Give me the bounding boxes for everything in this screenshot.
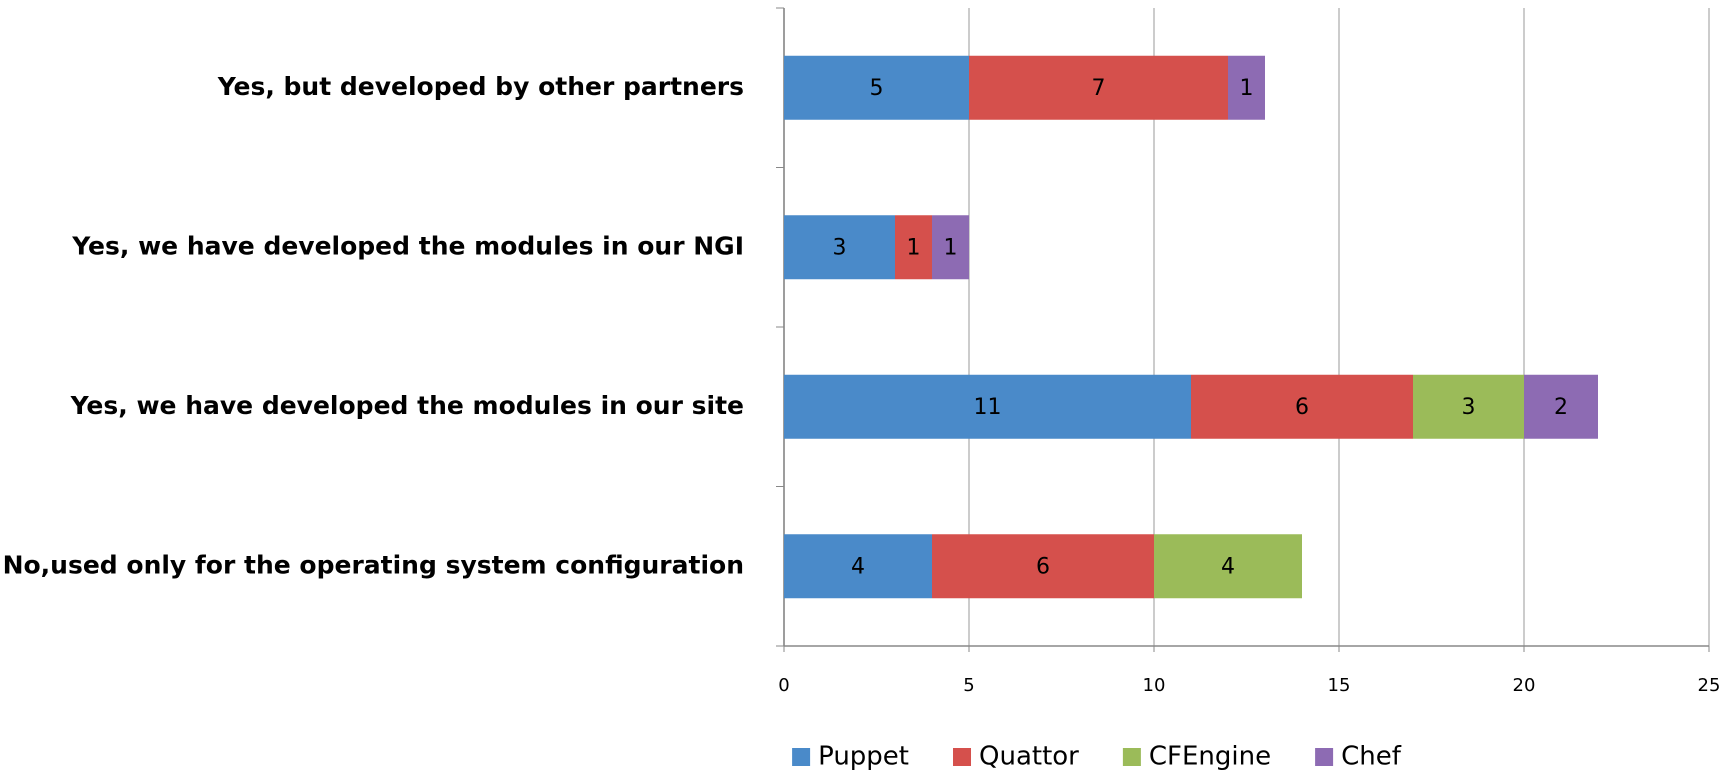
data-label: 4	[851, 554, 865, 579]
bar-segment	[932, 534, 1154, 599]
data-label: 6	[1036, 554, 1050, 579]
x-tick-label: 5	[963, 675, 974, 696]
data-label: 3	[833, 235, 847, 260]
x-tick-label: 20	[1513, 675, 1536, 696]
bar-segment	[1191, 374, 1413, 439]
data-label: 4	[1221, 554, 1235, 579]
bar-segment	[784, 374, 1191, 439]
data-label: 3	[1462, 395, 1476, 420]
y-tick-label: Yes, we have developed the modules in ou…	[70, 391, 744, 420]
x-tick-label: 15	[1328, 675, 1351, 696]
bar-segment	[895, 215, 932, 280]
bar-segment	[1524, 374, 1598, 439]
data-label: 2	[1554, 395, 1568, 420]
legend-label: CFEngine	[1149, 742, 1271, 772]
bar-segment	[784, 55, 969, 120]
legend-swatch	[792, 748, 811, 766]
x-tick-label: 10	[1143, 675, 1166, 696]
bar-segment	[1228, 55, 1265, 120]
data-label: 1	[1240, 76, 1254, 101]
legend-label: Puppet	[818, 742, 909, 772]
legend-swatch	[1315, 748, 1334, 766]
bar-segment	[932, 215, 969, 280]
data-label: 1	[907, 235, 921, 260]
legend-swatch	[1122, 748, 1141, 766]
x-tick-label: 0	[778, 675, 789, 696]
legend-label: Quattor	[979, 742, 1079, 772]
bar-segment	[1413, 374, 1524, 439]
data-label: 7	[1092, 76, 1106, 101]
legend-swatch	[953, 748, 972, 766]
legend-label: Chef	[1341, 742, 1402, 772]
y-tick-label: Yes, but developed by other partners	[217, 72, 744, 101]
data-label: 1	[944, 235, 958, 260]
y-tick-label: No,used only for the operating system co…	[3, 550, 744, 579]
data-label: 5	[870, 76, 884, 101]
data-label: 6	[1295, 395, 1309, 420]
bar-segment	[784, 534, 932, 599]
bar-segment	[969, 55, 1228, 120]
bar-segment	[784, 215, 895, 280]
y-tick-label: Yes, we have developed the modules in ou…	[71, 231, 744, 260]
x-tick-label: 25	[1698, 675, 1721, 696]
bar-segment	[1154, 534, 1302, 599]
data-label: 11	[974, 395, 1002, 420]
